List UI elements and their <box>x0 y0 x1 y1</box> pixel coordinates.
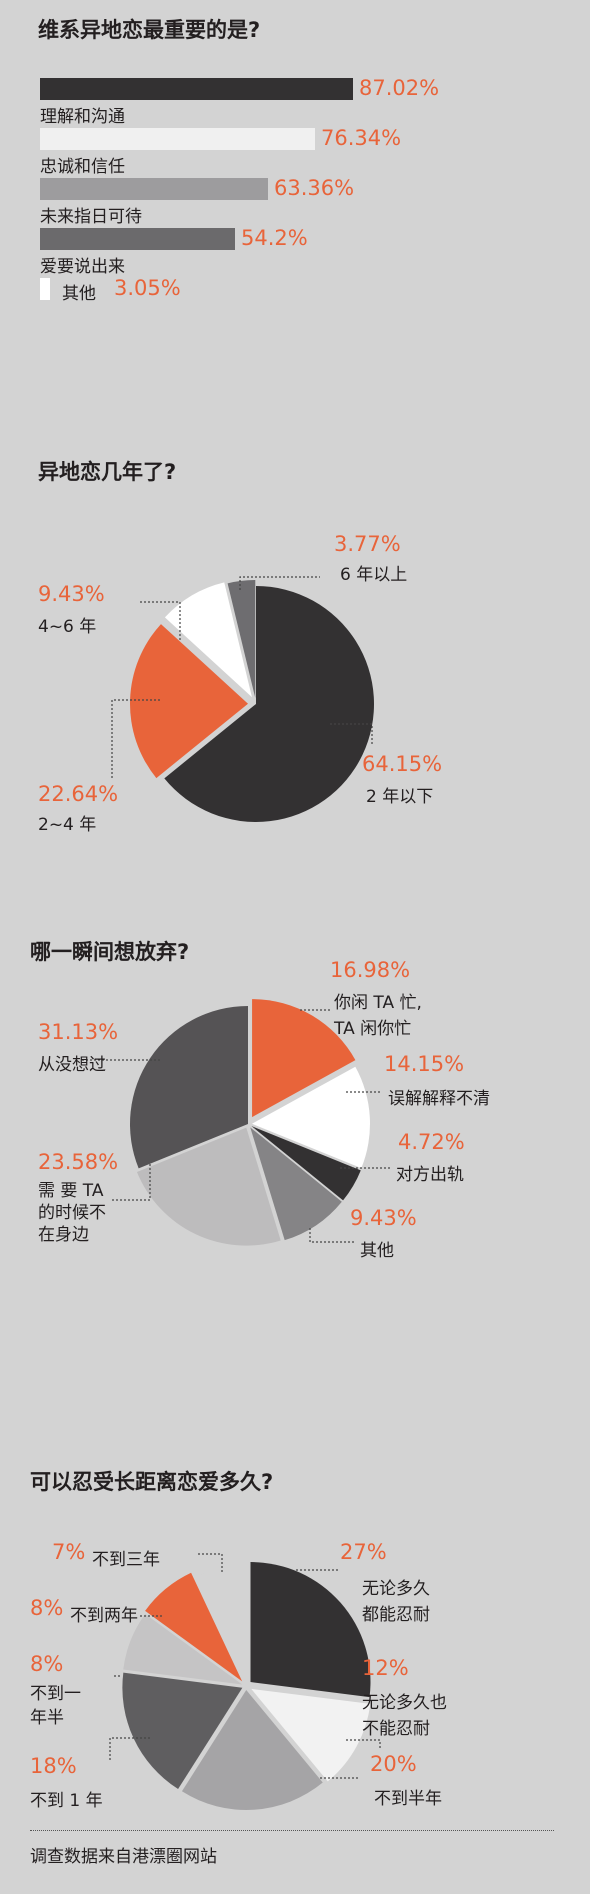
pie3-slice-4 <box>123 1613 243 1685</box>
bar-value-0: 87.02% <box>359 76 440 100</box>
pie3-slice-6 <box>194 1566 246 1686</box>
pie3-pct-5: 8% <box>30 1596 64 1620</box>
bar-label-3: 爱要说出来 <box>40 257 125 277</box>
pie1-slice-1 <box>130 624 249 779</box>
pie3-pct-6: 7% <box>52 1540 86 1564</box>
pie3-pct-0: 27% <box>340 1540 387 1564</box>
pie3-leader-1 <box>346 1739 381 1750</box>
pie1-label-2: 4~6 年 <box>38 617 97 637</box>
pie3-pct-1: 12% <box>362 1656 409 1680</box>
bar-4 <box>40 278 50 300</box>
pie3-label-1: 无论多久也 不能忍耐 <box>362 1693 447 1739</box>
bar-label-0: 理解和沟通 <box>40 107 125 127</box>
pie2-pct-4: 23.58% <box>38 1150 119 1174</box>
pie3-pct-2: 20% <box>370 1752 417 1776</box>
pie2-label-2: 对方出轨 <box>396 1165 464 1185</box>
pie2-label-0: 你闲 TA 忙, TA 闲你忙 <box>334 993 422 1039</box>
pie1-label-0: 2 年以下 <box>366 787 434 807</box>
pie2-slice-3 <box>250 1127 342 1241</box>
bar-value-3: 54.2% <box>241 226 308 250</box>
pie1-leader-3 <box>239 576 320 590</box>
pie2-pct-0: 16.98% <box>330 958 411 982</box>
pie2-pct-3: 9.43% <box>350 1206 417 1230</box>
bar-label-2: 未来指日可待 <box>40 207 142 227</box>
pie1-slice-0 <box>164 586 374 822</box>
bar-value-2: 63.36% <box>274 176 355 200</box>
bar-chart-title: 维系异地恋最重要的是? <box>38 18 261 42</box>
pie2-leader-4 <box>110 1164 151 1201</box>
bar-label-4: 其他 <box>62 284 96 304</box>
pie1-slice-2 <box>164 582 252 698</box>
pie1-pct-1: 22.64% <box>38 782 119 806</box>
pie3-title: 可以忍受长距离恋爱多久? <box>30 1470 274 1494</box>
pie2-pct-2: 4.72% <box>398 1130 465 1154</box>
pie1-title: 异地恋几年了? <box>38 460 177 484</box>
pie2-slice-5 <box>130 1006 248 1169</box>
pie3-label-0: 无论多久 都能忍耐 <box>362 1579 430 1625</box>
pie3-slice-1 <box>251 1688 371 1782</box>
pie3-slice-3 <box>122 1672 243 1790</box>
pie3-leader-6 <box>196 1553 223 1572</box>
pie2-slice-2 <box>251 1126 361 1201</box>
pie1-label-1: 2~4 年 <box>38 815 97 835</box>
bar-2 <box>40 178 268 200</box>
pie3-pct-4: 8% <box>30 1652 64 1676</box>
pie2-pct-5: 31.13% <box>38 1020 119 1044</box>
pie3-label-6: 不到三年 <box>92 1550 160 1570</box>
pie1-pct-3: 3.77% <box>334 532 401 556</box>
pie3-slice-5 <box>145 1572 243 1682</box>
bar-value-4: 3.05% <box>114 276 181 300</box>
footer-divider <box>30 1830 554 1831</box>
pie3-pct-3: 18% <box>30 1754 77 1778</box>
footer-source: 调查数据来自港漂圈网站 <box>30 1847 217 1867</box>
pie2-label-4: 需 要 TA 的时候不 在身边 <box>38 1181 106 1245</box>
bar-1 <box>40 128 315 150</box>
pie2-leader-3 <box>309 1228 356 1243</box>
pie3-leader-3 <box>109 1737 150 1760</box>
pie1-pct-0: 64.15% <box>362 752 443 776</box>
bar-chart: 87.02% 理解和沟通 76.34% 忠诚和信任 63.36% 未来指日可待 54.2% 爱… <box>0 0 590 320</box>
pie1-leader-1 <box>111 699 160 778</box>
bar-label-1: 忠诚和信任 <box>40 157 125 177</box>
pie2-pct-1: 14.15% <box>384 1052 465 1076</box>
bar-3 <box>40 228 235 250</box>
pie3-slice-0 <box>250 1562 371 1698</box>
pie3-label-4: 不到一 年半 <box>30 1684 81 1728</box>
pie2-slice-1 <box>251 1066 370 1169</box>
pie2-slice-0 <box>252 999 356 1118</box>
pie1-label-3: 6 年以上 <box>340 565 408 585</box>
pie1-slice-3 <box>227 580 256 699</box>
pie2-label-1: 误解解释不清 <box>388 1089 490 1109</box>
pie3-label-2: 不到半年 <box>374 1789 442 1809</box>
pie3-label-5: 不到两年 <box>70 1606 138 1626</box>
bar-value-1: 76.34% <box>321 126 402 150</box>
pie3-slice-2 <box>181 1689 323 1810</box>
pie1-leader-0 <box>330 723 373 746</box>
pie2-slice-4 <box>136 1127 281 1246</box>
pie1-leader-2 <box>140 601 181 640</box>
pie2-title: 哪一瞬间想放弃? <box>30 940 190 964</box>
pie1-pct-2: 9.43% <box>38 582 105 606</box>
pie3-label-3: 不到 1 年 <box>30 1791 103 1811</box>
pie2-label-5: 从没想过 <box>38 1055 106 1075</box>
pie2-label-3: 其他 <box>360 1241 394 1261</box>
bar-0 <box>40 78 353 100</box>
